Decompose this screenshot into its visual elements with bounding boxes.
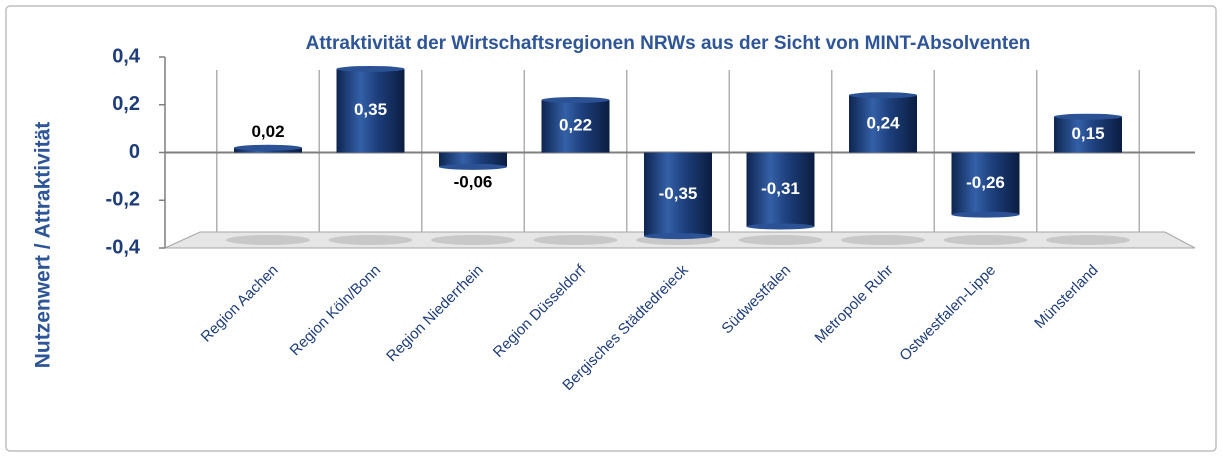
bar-part (951, 211, 1020, 218)
floor-spot (431, 235, 515, 245)
bar-part (439, 152, 507, 167)
bar (644, 152, 712, 240)
value-label: 0,15 (1071, 124, 1104, 143)
value-label: 0,35 (354, 100, 387, 119)
bar-part (336, 68, 405, 153)
floor-spot (533, 235, 618, 245)
bar (746, 152, 815, 230)
bar (541, 96, 610, 153)
floor-spot (841, 235, 925, 245)
bar-part (951, 152, 1020, 215)
bar-part (234, 144, 302, 151)
y-tick-label: 0,2 (112, 93, 140, 115)
floor-spot (328, 235, 413, 245)
y-tick-label: -0,2 (106, 189, 140, 211)
floor-spot (738, 235, 823, 245)
floor-spot (1046, 235, 1130, 245)
y-axis-label: Nutzenwert / Attraktivität (32, 122, 55, 369)
value-label: 0,24 (866, 113, 900, 132)
chart-border (5, 5, 1217, 452)
bar (1054, 113, 1122, 153)
bar-part (644, 233, 712, 240)
bar-part (541, 99, 610, 153)
bar-part (336, 65, 405, 72)
y-tick-label: 0 (129, 141, 140, 163)
bar-part (849, 92, 917, 99)
bar (951, 152, 1020, 218)
bar-part (541, 96, 610, 103)
bar-part (644, 152, 712, 237)
bar (234, 144, 302, 153)
value-label: 0,22 (559, 116, 592, 135)
floor-spot (943, 235, 1028, 245)
bar-part (1054, 116, 1122, 153)
bar (849, 92, 917, 153)
bar-part (746, 223, 815, 230)
bar-part (746, 152, 815, 227)
value-label: -0,26 (966, 173, 1005, 192)
value-label: -0,35 (659, 184, 698, 203)
value-label: -0,31 (761, 179, 800, 198)
bar-part (439, 163, 507, 170)
bar-part (1054, 113, 1122, 120)
bar-part (849, 95, 917, 153)
y-tick-label: -0,4 (106, 236, 141, 258)
value-label: -0,06 (454, 172, 493, 191)
y-tick-label: 0,4 (112, 45, 141, 67)
chart-title: Attraktivität der Wirtschaftsregionen NR… (306, 33, 1031, 54)
bar (336, 65, 405, 153)
value-label: 0,02 (251, 122, 284, 141)
bar (439, 152, 507, 170)
floor-spot (226, 235, 310, 245)
